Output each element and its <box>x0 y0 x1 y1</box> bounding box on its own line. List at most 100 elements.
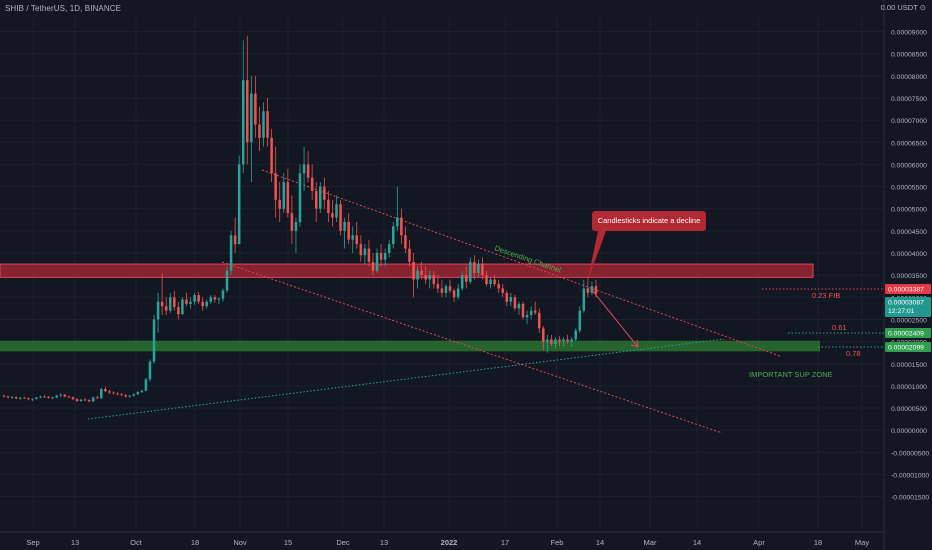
y-tick-label: 0.00004500 <box>891 229 927 236</box>
candle-body <box>246 80 249 143</box>
y-tick-label: 0.00006000 <box>891 162 927 169</box>
candle-body <box>47 396 50 398</box>
y-tick-label: 0.00005000 <box>891 207 927 214</box>
candle-body <box>63 394 67 397</box>
candle-body <box>558 339 561 342</box>
resistance-price-tag: 0.00003387 <box>888 287 924 294</box>
candle-body <box>477 264 480 273</box>
candle-body <box>274 173 277 200</box>
candle-body <box>136 392 140 395</box>
candle-body <box>144 379 148 391</box>
candle-body <box>436 284 440 289</box>
candle-body <box>112 392 115 394</box>
candle-body <box>14 396 18 399</box>
candle-body <box>481 264 484 276</box>
x-tick-label: 17 <box>501 538 509 547</box>
candle-body <box>469 261 472 282</box>
x-tick-label: Oct <box>130 538 143 547</box>
fib-061-label: 0.61 <box>832 323 847 332</box>
y-tick-label: 0.00008500 <box>891 52 927 59</box>
candle-body <box>529 310 533 316</box>
x-tick-label: 13 <box>71 538 79 547</box>
y-tick-label: 0.00002500 <box>891 317 927 324</box>
candle-body <box>550 339 553 344</box>
candle-body <box>213 297 217 300</box>
candle-body <box>473 261 476 273</box>
candle-body <box>71 397 75 400</box>
x-tick-label: Apr <box>753 538 765 547</box>
candle-body <box>270 137 273 174</box>
candle-body <box>294 221 298 231</box>
candle-body <box>375 253 379 271</box>
candle-body <box>489 279 492 285</box>
candle-body <box>79 399 83 401</box>
candle-body <box>177 307 180 315</box>
x-tick-label: 18 <box>191 538 199 547</box>
candle-body <box>254 93 257 125</box>
y-tick-label: 0.00007000 <box>891 118 927 125</box>
candle-body <box>501 288 504 293</box>
candle-body <box>562 339 565 342</box>
y-tick-label: 0.00001500 <box>891 362 927 369</box>
candle-body <box>452 290 456 298</box>
y-tick-label: 0.00007500 <box>891 96 927 103</box>
candle-body <box>554 339 557 344</box>
level-078-price-tag: 0.00002099 <box>888 345 924 352</box>
candle-body <box>533 310 537 313</box>
candle-body <box>306 164 310 178</box>
candle-body <box>594 286 598 294</box>
y-tick-label: 0.00000500 <box>891 406 927 413</box>
resistance-price-tag-bg <box>885 284 931 294</box>
candle-body <box>116 393 119 395</box>
support-zone <box>0 340 820 352</box>
candle-body <box>51 397 54 399</box>
candle-body <box>91 397 95 402</box>
x-tick-label: Dec <box>336 538 350 547</box>
candle-body <box>23 397 26 399</box>
candle-body <box>298 173 302 222</box>
candle-body <box>59 394 63 396</box>
candle-body <box>383 253 387 260</box>
candle-body <box>185 299 188 304</box>
decline-arrow-line <box>591 289 639 348</box>
candle-body <box>67 396 71 398</box>
candle-body <box>542 328 545 342</box>
candle-body <box>83 399 87 401</box>
candle-body <box>505 292 509 302</box>
candle-body <box>181 299 184 315</box>
x-tick-label: 14 <box>596 538 604 547</box>
candle-body <box>156 301 160 320</box>
candle-body <box>310 177 314 191</box>
candle-body <box>290 213 294 231</box>
candle-body <box>347 221 350 240</box>
y-tick-label: 0.00001000 <box>891 384 927 391</box>
candle-body <box>104 389 107 392</box>
candle-body <box>574 330 577 340</box>
candle-body <box>424 275 427 280</box>
currency-label[interactable]: 0.00 USDT ⊙ <box>880 3 926 12</box>
candle-body <box>282 182 286 209</box>
candle-body <box>509 297 513 302</box>
candle-body <box>404 235 407 249</box>
level-061-price-tag-bg <box>885 328 931 338</box>
candle-body <box>124 395 127 397</box>
candle-body <box>586 288 590 293</box>
decline-arrow-head <box>630 339 639 348</box>
last-price-tag-bg <box>885 297 931 317</box>
level-061-price-tag: 0.00002409 <box>888 331 924 338</box>
candle-body <box>359 244 363 256</box>
x-tick-label: 13 <box>380 538 388 547</box>
last-price-tag: 0.00003087 <box>888 300 924 307</box>
candle-body <box>128 395 131 397</box>
callout-decline: Candlesticks indicate a decline <box>592 211 706 231</box>
x-tick-label: 2022 <box>441 538 458 547</box>
candle-body <box>148 361 152 380</box>
candle-body <box>517 303 521 309</box>
candle-body <box>258 124 261 138</box>
callout-pointer <box>587 231 606 283</box>
candle-body <box>108 391 111 393</box>
candle-body <box>229 235 233 271</box>
candle-body <box>266 111 269 138</box>
candle-body <box>302 164 306 174</box>
